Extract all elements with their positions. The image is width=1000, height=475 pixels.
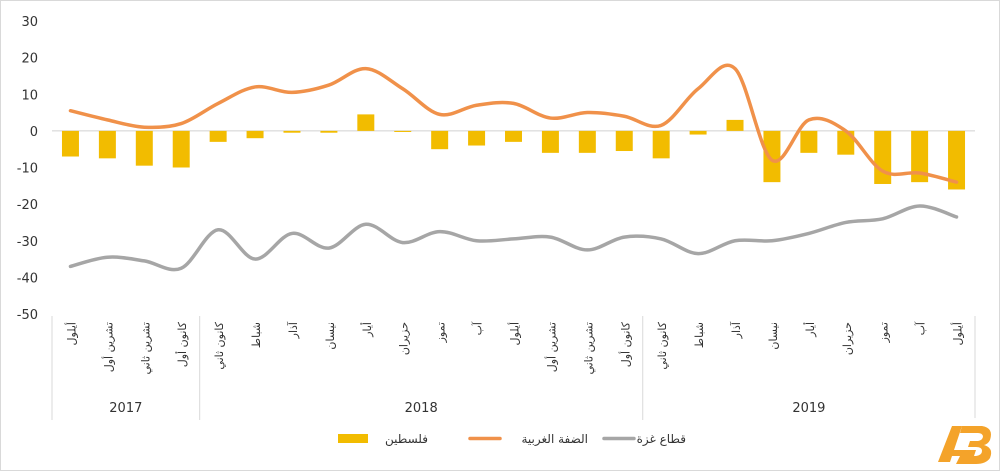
x-tick-label: أيار bbox=[360, 322, 374, 338]
y-tick-label: 30 bbox=[21, 15, 38, 30]
legend: فلسطين الضفة الغربية قطاع غزة bbox=[338, 432, 686, 447]
series-line bbox=[68, 204, 959, 272]
year-label: 2019 bbox=[792, 401, 825, 416]
bar bbox=[135, 130, 153, 166]
bar bbox=[61, 130, 79, 157]
x-tick-label: تشرين أول bbox=[544, 322, 558, 372]
x-tick-label: آذار bbox=[729, 321, 743, 339]
y-tick-label: -40 bbox=[17, 271, 38, 286]
x-tick-label: كانون أول bbox=[618, 321, 632, 367]
bar bbox=[948, 130, 966, 190]
bar bbox=[320, 130, 338, 133]
logo-stroke bbox=[956, 426, 992, 464]
series-line bbox=[68, 63, 959, 184]
legend-label: الضفة الغربية bbox=[521, 432, 588, 447]
x-tick-label: أيلول bbox=[951, 322, 965, 345]
legend-swatch-bar bbox=[338, 434, 368, 443]
x-tick-label: تموز bbox=[878, 322, 891, 343]
y-tick-label: -20 bbox=[17, 198, 38, 213]
bar bbox=[431, 130, 449, 150]
x-tick-label: تشرين ثاني bbox=[582, 322, 595, 375]
y-tick-label: -10 bbox=[17, 162, 38, 177]
y-tick-label: 20 bbox=[21, 52, 38, 67]
y-tick-label: 0 bbox=[30, 125, 38, 140]
x-tick-label: كانون ثاني bbox=[656, 321, 669, 369]
x-tick-label: حزيران bbox=[841, 322, 854, 355]
bar bbox=[98, 130, 116, 159]
x-tick-label: كانون ثاني bbox=[213, 321, 226, 369]
x-tick-label: شباط bbox=[693, 322, 706, 348]
bar bbox=[357, 114, 375, 131]
bar bbox=[911, 130, 929, 183]
bar bbox=[172, 130, 190, 168]
bar bbox=[874, 130, 892, 184]
year-label: 2017 bbox=[109, 401, 142, 416]
bar bbox=[652, 130, 670, 159]
bar bbox=[209, 130, 227, 142]
bar bbox=[726, 119, 744, 131]
x-tick-label: آب bbox=[471, 321, 485, 335]
x-tick-label: تموز bbox=[435, 322, 448, 343]
x-tick-label: نيسان bbox=[324, 322, 337, 350]
year-label: 2018 bbox=[405, 401, 438, 416]
watermark-logo bbox=[932, 418, 994, 468]
x-tick-label: كانون أول bbox=[175, 321, 189, 367]
bar bbox=[468, 130, 486, 146]
y-tick-label: -30 bbox=[17, 235, 38, 250]
legend-label: فلسطين bbox=[385, 432, 428, 447]
x-tick-label: حزيران bbox=[398, 322, 411, 355]
x-tick-label: تشرين أول bbox=[101, 322, 115, 372]
x-tick-label: نيسان bbox=[767, 322, 780, 350]
bar bbox=[246, 130, 264, 139]
logo-stroke bbox=[942, 450, 976, 456]
bar bbox=[689, 130, 707, 135]
bar bbox=[541, 130, 559, 153]
x-tick-label: آذار bbox=[286, 321, 300, 339]
axes-layer: -50 -40 -30 -20 -10 0 10 20 30 bbox=[17, 15, 975, 323]
bar bbox=[763, 130, 781, 183]
bar bbox=[800, 130, 818, 153]
bar bbox=[505, 130, 522, 142]
y-tick-label: -50 bbox=[17, 308, 38, 323]
x-tick-label: أيار bbox=[803, 322, 817, 338]
bar bbox=[283, 130, 301, 133]
bar bbox=[394, 130, 412, 132]
bar bbox=[615, 130, 633, 152]
bars-layer bbox=[61, 114, 966, 190]
bar bbox=[578, 130, 596, 153]
legend-label: قطاع غزة bbox=[637, 432, 686, 447]
x-axis-layer: أيلول تشرين أول تشرين ثاني كانون أول كانون ث… bbox=[51, 316, 976, 420]
y-tick-label: 10 bbox=[21, 88, 38, 103]
x-tick-label: آب bbox=[914, 321, 928, 335]
x-tick-label: أيلول bbox=[508, 322, 522, 345]
x-tick-label: شباط bbox=[250, 322, 263, 348]
lines-layer bbox=[68, 63, 959, 272]
x-tick-label: أيلول bbox=[64, 322, 78, 345]
x-tick-label: تشرين ثاني bbox=[139, 322, 152, 375]
